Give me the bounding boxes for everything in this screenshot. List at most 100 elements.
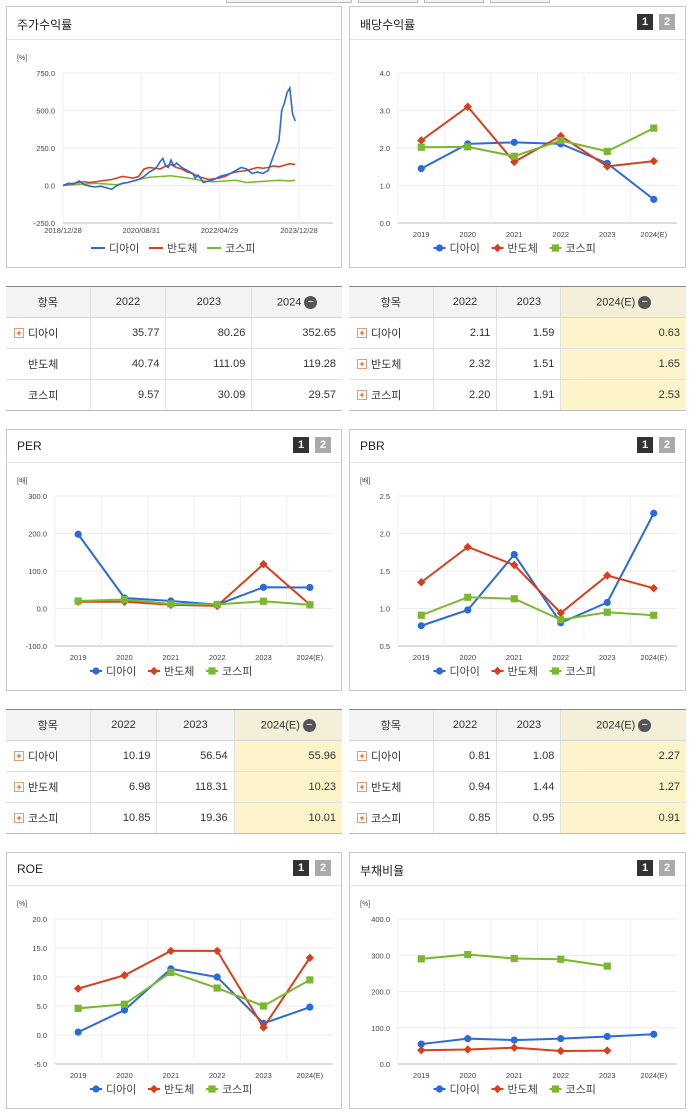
series-line-코스피	[62, 174, 296, 187]
series-반도체	[417, 1043, 612, 1056]
row-header[interactable]: + 코스피	[6, 802, 90, 834]
expand-plus-icon[interactable]: +	[357, 328, 367, 338]
view-2-button[interactable]: 2	[315, 437, 331, 453]
y-tick-label: 15.0	[32, 944, 47, 953]
series-코스피	[74, 968, 314, 1012]
panel-title: ROE	[17, 862, 44, 876]
legend-label: 디아이	[106, 665, 136, 678]
collapse-column-icon[interactable]: −	[302, 718, 316, 732]
x-tick-label: 2020	[116, 1071, 133, 1080]
row-header[interactable]: + 디아이	[6, 317, 90, 349]
collapse-column-icon[interactable]: −	[304, 295, 318, 309]
row-name: 코스피	[371, 390, 402, 402]
data-point	[510, 954, 518, 963]
row-header[interactable]: + 코스피	[349, 379, 433, 411]
y-unit-label: [%]	[17, 901, 27, 908]
column-header: 2023	[496, 286, 561, 318]
panel-title: 부채비율	[360, 864, 405, 878]
row-header[interactable]: + 반도체	[349, 348, 433, 380]
x-tick-label: 2021	[506, 1071, 523, 1080]
y-tick-label: 100.0	[28, 567, 47, 576]
row-name: 반도체	[28, 359, 59, 371]
expand-plus-icon[interactable]: +	[357, 390, 367, 400]
panel-title: PBR	[360, 439, 385, 453]
row-header[interactable]: + 코스피	[349, 802, 433, 834]
x-tick-label: 2023/12/28	[280, 226, 318, 235]
expand-plus-icon[interactable]: +	[14, 782, 24, 792]
row-name: 코스피	[28, 390, 59, 402]
collapse-column-icon[interactable]: −	[638, 718, 652, 732]
expand-plus-icon[interactable]: +	[357, 782, 367, 792]
series-line	[421, 1033, 654, 1046]
table-row: + 코스피 2.20 1.91 2.53	[349, 379, 686, 411]
data-point	[557, 955, 565, 963]
row-name: 디아이	[28, 751, 59, 763]
series-line	[77, 967, 311, 1034]
data-point	[120, 595, 129, 604]
expand-plus-icon[interactable]: +	[14, 751, 24, 761]
series-코스피	[417, 950, 611, 970]
y-unit-label: [배]	[17, 476, 27, 485]
table-cell: 10.01	[233, 802, 342, 834]
legend-label: 코스피	[566, 665, 596, 678]
series-line	[77, 533, 310, 606]
table-cell: 2.20	[432, 379, 497, 411]
expand-plus-icon[interactable]: +	[357, 751, 367, 761]
series-line-반도체	[62, 162, 296, 187]
series-line	[78, 562, 311, 607]
view-2-button[interactable]: 2	[659, 14, 675, 30]
data-point	[463, 542, 472, 552]
data-point	[463, 102, 472, 111]
view-1-button[interactable]: 1	[637, 14, 653, 30]
x-tick-label: 2022	[209, 1071, 226, 1080]
expand-plus-icon[interactable]: +	[14, 813, 24, 823]
row-header[interactable]: + 반도체	[349, 771, 433, 803]
collapse-column-icon[interactable]: −	[638, 295, 652, 309]
table-cell: 19.36	[156, 802, 235, 834]
row-name: 반도체	[371, 782, 402, 794]
row-header[interactable]: + 반도체	[6, 771, 90, 803]
view-2-button[interactable]: 2	[659, 860, 675, 876]
per-chart: [배]300.0 200.0 100.0 0.0 -100.0 2019 2020 2021 2…	[17, 476, 333, 678]
x-tick-label: 2022	[552, 653, 569, 662]
series-line-디아이	[62, 85, 296, 191]
panel-title: 배당수익률	[360, 18, 416, 32]
row-header[interactable]: + 디아이	[349, 317, 433, 349]
view-1-button[interactable]: 1	[293, 860, 309, 876]
data-point	[650, 509, 658, 517]
data-point	[417, 622, 425, 630]
column-header: 2024(E) −	[233, 709, 342, 741]
series-코스피	[417, 124, 658, 160]
x-tick-label: 2019	[413, 230, 430, 239]
view-1-button[interactable]: 1	[293, 437, 309, 453]
column-header-label: 항목	[37, 297, 58, 309]
x-tick-label: 2019	[413, 653, 430, 662]
data-point	[510, 1036, 518, 1044]
series-line	[421, 127, 655, 158]
expand-plus-icon[interactable]: +	[357, 359, 367, 369]
view-2-button[interactable]: 2	[315, 860, 331, 876]
data-point	[650, 1030, 658, 1038]
view-1-button[interactable]: 1	[637, 437, 653, 453]
expand-plus-icon[interactable]: +	[357, 813, 367, 823]
expand-plus-icon[interactable]: +	[14, 328, 24, 338]
view-2-button[interactable]: 2	[659, 437, 675, 453]
y-tick-label: 2.0	[380, 530, 390, 539]
x-tick-label: 2018/12/28	[44, 226, 82, 235]
legend-label: 코스피	[566, 242, 596, 255]
legend-label: 반도체	[164, 1083, 194, 1096]
table-cell: 118.31	[156, 771, 235, 803]
row-header[interactable]: + 디아이	[349, 740, 433, 772]
table-cell: 1.27	[560, 771, 686, 803]
view-1-button[interactable]: 1	[637, 860, 653, 876]
legend-marker	[149, 1084, 159, 1094]
dividend-table: 항목 2022 2023 2024(E) − + 디아이 2.11 1.59 0.63 + 반도체 2.…	[349, 286, 686, 411]
data-point	[120, 971, 129, 980]
legend-label: 반도체	[508, 665, 538, 678]
row-header[interactable]: + 디아이	[6, 740, 90, 772]
table-cell: 10.19	[89, 740, 157, 772]
x-tick-label: 2023	[599, 230, 616, 239]
series-line	[78, 971, 311, 1010]
series-디아이	[417, 1030, 658, 1048]
